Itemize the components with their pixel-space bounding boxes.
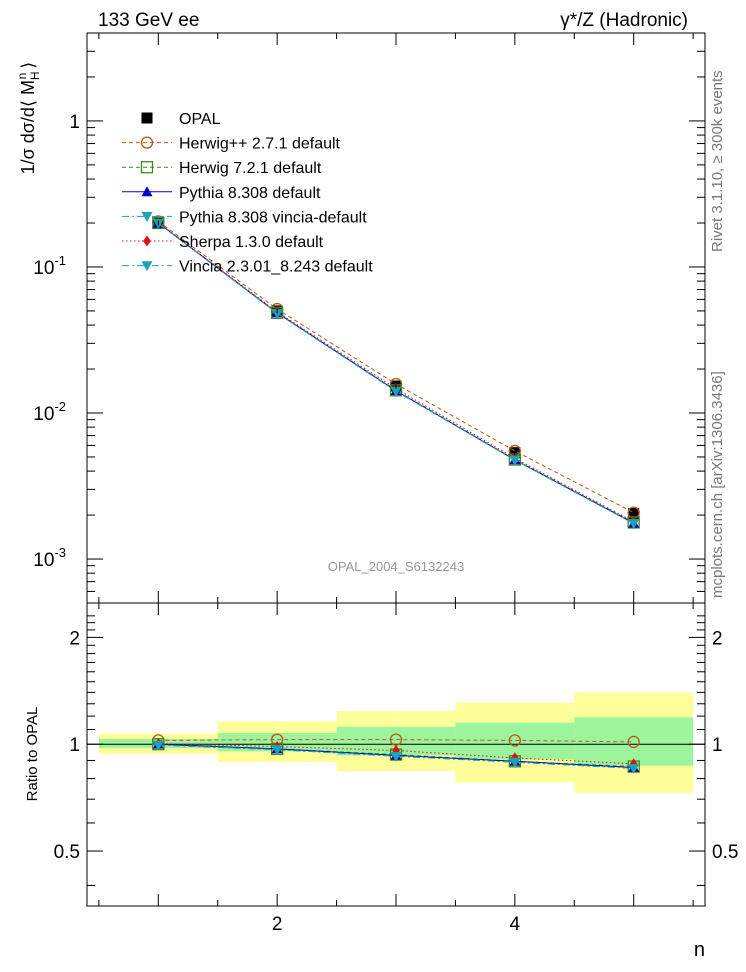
legend-entry-pythia-8-308-vincia-default: Pythia 8.308 vincia-default	[122, 209, 367, 226]
main-point-vincia-2-3-01-8-243-default	[509, 455, 521, 466]
ratio-series-vincia-2-3-01-8-243-default	[152, 740, 640, 774]
ratio-y-tick-label-right: 1	[712, 735, 723, 756]
legend-marker	[141, 186, 153, 197]
ratio-line-sherpa-1-3-0-default	[158, 742, 634, 765]
legend-marker	[141, 112, 153, 124]
legend-label: OPAL	[179, 111, 221, 128]
legend-label: Pythia 8.308 default	[179, 185, 321, 202]
x-tick-label: 2	[272, 914, 283, 935]
ratio-line-herwig-2-7-1-default	[158, 739, 634, 743]
ratio-y-tick-label: 1	[69, 735, 80, 756]
x-axis-label: n	[694, 939, 705, 961]
ratio-point-vincia-2-3-01-8-243-default	[152, 740, 164, 751]
legend-label: Herwig 7.2.1 default	[179, 160, 322, 177]
ratio-y-tick-label-right: 2	[712, 628, 723, 649]
main-line-sherpa-1-3-0-default	[158, 222, 634, 523]
legend-entry-opal: OPAL	[141, 111, 221, 128]
ratio-point-vincia-2-3-01-8-243-default	[509, 757, 521, 768]
header-right: γ*/Z (Hadronic)	[560, 10, 688, 31]
main-y-axis-label: 1/σ dσ/d⟨ MHn⟩	[15, 62, 42, 175]
legend-label: Pythia 8.308 vincia-default	[179, 209, 367, 226]
y-tick-label: 10-3	[33, 545, 66, 571]
ratio-point-vincia-2-3-01-8-243-default	[271, 745, 283, 756]
ratio-point-herwig-2-7-1-default	[627, 735, 640, 749]
y-tick-label: 1	[69, 112, 80, 133]
mcplots-label: mcplots.cern.ch [arXiv:1306.3436]	[709, 371, 726, 598]
y-tick-label: 10-2	[33, 399, 66, 425]
main-point-vincia-2-3-01-8-243-default	[628, 519, 640, 530]
main-point-vincia-2-3-01-8-243-default	[271, 308, 283, 319]
legend-label: Sherpa 1.3.0 default	[179, 234, 324, 251]
rivet-label: Rivet 3.1.10, ≥ 300k events	[709, 70, 726, 252]
legend-marker	[143, 235, 151, 247]
header-left: 133 GeV ee	[98, 10, 199, 31]
ratio-point-vincia-2-3-01-8-243-default	[390, 751, 402, 762]
legend-entry-vincia-2-3-01-8-243-default: Vincia 2.3.01_8.243 default	[122, 259, 373, 276]
legend-entry-herwig-2-7-1-default: Herwig++ 2.7.1 default	[122, 136, 341, 153]
ratio-y-tick-label: 2	[69, 628, 80, 649]
watermark: OPAL_2004_S6132243	[328, 559, 464, 574]
x-tick-label: 4	[510, 914, 521, 935]
legend-entry-herwig-7-2-1-default: Herwig 7.2.1 default	[122, 160, 322, 177]
legend-marker	[141, 261, 153, 272]
ratio-point-vincia-2-3-01-8-243-default	[628, 763, 640, 774]
legend-label: Herwig++ 2.7.1 default	[179, 136, 341, 153]
ratio-line-vincia-2-3-01-8-243-default	[158, 744, 634, 769]
legend-entry-pythia-8-308-default: Pythia 8.308 default	[122, 185, 321, 202]
ratio-y-axis-label: Ratio to OPAL	[24, 707, 41, 802]
ratio-y-tick-label: 0.5	[54, 842, 80, 863]
legend-marker	[141, 212, 153, 222]
ratio-y-tick-label-right: 0.5	[712, 842, 738, 863]
legend-entry-sherpa-1-3-0-default: Sherpa 1.3.0 default	[122, 234, 324, 251]
legend-marker	[140, 136, 154, 149]
legend-label: Vincia 2.3.01_8.243 default	[179, 259, 373, 276]
legend-marker	[140, 161, 154, 174]
ratio-point-herwig-2-7-1-default	[508, 734, 521, 747]
main-point-vincia-2-3-01-8-243-default	[390, 386, 402, 397]
y-tick-label: 10-1	[33, 253, 66, 279]
